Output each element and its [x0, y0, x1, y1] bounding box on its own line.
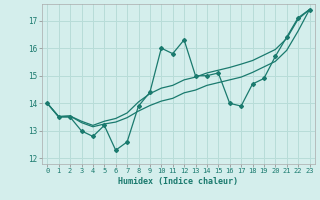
X-axis label: Humidex (Indice chaleur): Humidex (Indice chaleur)	[118, 177, 238, 186]
